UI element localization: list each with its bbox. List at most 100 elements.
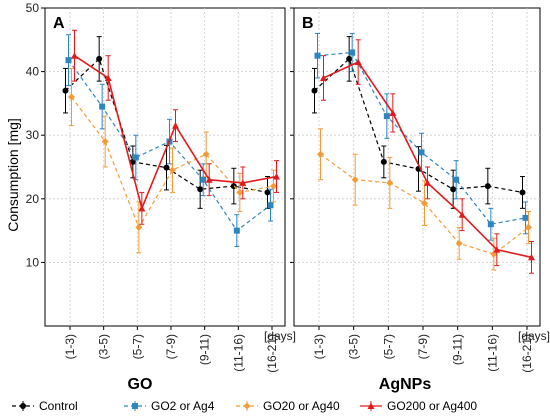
data-point [383,113,390,120]
legend-marker [367,402,375,409]
data-point [270,182,277,190]
data-point [450,186,457,193]
x-tick-label: (9-11) [198,334,212,365]
data-point [354,58,362,66]
legend-label: GO200 or Ag400 [387,399,477,413]
data-point [455,239,463,247]
data-point [386,179,394,187]
data-point [202,150,210,158]
data-point [132,154,139,161]
legend-label: GO20 or Ag40 [263,399,340,413]
panel-letter: A [53,15,65,32]
legend-marker [132,403,138,409]
data-point [525,223,532,231]
data-point [62,87,69,94]
data-point [424,179,431,186]
panel-a: 10 20 30 40 50 (1-3) (3-5) (5-7) (7-9) (9-11) (11-… [26,1,286,373]
y-axis-label: Consumption [mg] [5,118,21,232]
data-point [205,176,213,183]
x-tick-label: (1-3) [63,334,77,359]
series-go200-or-ag400 [71,29,280,225]
x-tick-label: (3-5) [97,334,111,359]
legend-item-go2-or-ag4: GO2 or Ag4 [124,399,215,413]
data-point [522,214,529,221]
data-point [314,52,321,59]
data-point [200,176,207,183]
legend-marker [243,402,251,410]
data-point [65,57,72,64]
data-point [351,176,359,184]
x-tick-label: (16-21) [265,334,279,373]
x-tick-label: (5-7) [130,334,144,359]
series-go20-or-ag40 [68,67,277,254]
y-tick-label: 30 [26,128,40,142]
data-point [421,199,428,207]
series-go20-or-ag40 [317,128,532,271]
data-point [99,103,106,110]
series-control [311,36,526,209]
data-point [163,164,170,171]
data-point [236,188,244,196]
data-point [484,183,491,190]
data-point [311,87,318,94]
x-tick-label: (16-21) [520,334,534,373]
data-point [197,186,204,193]
x-unit-label-b: [days] [518,329,550,343]
legend-marker [20,403,26,409]
data-point [389,109,397,116]
data-point [71,52,78,59]
legend-item-go200-or-ag400: GO200 or Ag400 [360,399,477,413]
series-control [62,36,271,209]
data-point [453,176,460,183]
legend-label: Control [39,399,78,413]
data-point [458,211,466,218]
data-point [349,49,356,56]
y-tick-label: 40 [26,65,40,79]
legend: Control GO2 or Ag4 GO20 or Ag40 GO200 or Ag… [12,399,477,413]
data-point [96,55,103,62]
data-point [320,74,327,81]
series-go2-or-ag4 [314,32,529,241]
data-point [104,74,112,81]
panel-b: (1-3) (3-5) (5-7) (7-9) (9-11) (11-16) (16-21)… [290,7,541,373]
series-go200-or-ag400 [320,39,535,274]
data-point [135,223,143,231]
data-point [418,149,425,156]
x-tick-label: (7-9) [416,334,430,359]
data-point [233,227,240,234]
data-point [267,202,274,209]
data-point [380,158,387,165]
group-title-a: GO [128,376,153,393]
data-point [273,173,280,180]
data-point [169,166,176,174]
legend-item-go20-or-ag40: GO20 or Ag40 [236,399,340,413]
x-unit-label-a: [days] [264,329,296,343]
data-point [346,55,353,62]
data-point [172,122,179,129]
x-tick-label: (5-7) [381,334,395,359]
legend-item-control: Control [12,399,78,413]
data-point [519,189,526,196]
data-point [487,221,494,228]
data-point [493,246,501,253]
legend-label: GO2 or Ag4 [151,399,215,413]
x-tick-label: (3-5) [347,334,361,359]
data-point [317,150,324,158]
panel-letter: B [302,15,314,32]
group-title-b: AgNPs [379,376,432,393]
data-point [264,189,271,196]
x-tick-label: (9-11) [451,334,465,365]
data-point [528,253,535,261]
data-point [101,138,109,146]
y-tick-label: 20 [26,192,40,206]
y-tick-label: 10 [26,255,40,269]
data-point [239,179,247,186]
y-tick-label: 50 [26,1,40,15]
data-point [138,204,146,212]
x-tick-label: (11-16) [485,334,499,372]
x-tick-label: (1-3) [312,334,326,359]
x-tick-label: (7-9) [164,334,178,359]
data-point [68,93,75,101]
x-tick-label: (11-16) [231,334,245,372]
